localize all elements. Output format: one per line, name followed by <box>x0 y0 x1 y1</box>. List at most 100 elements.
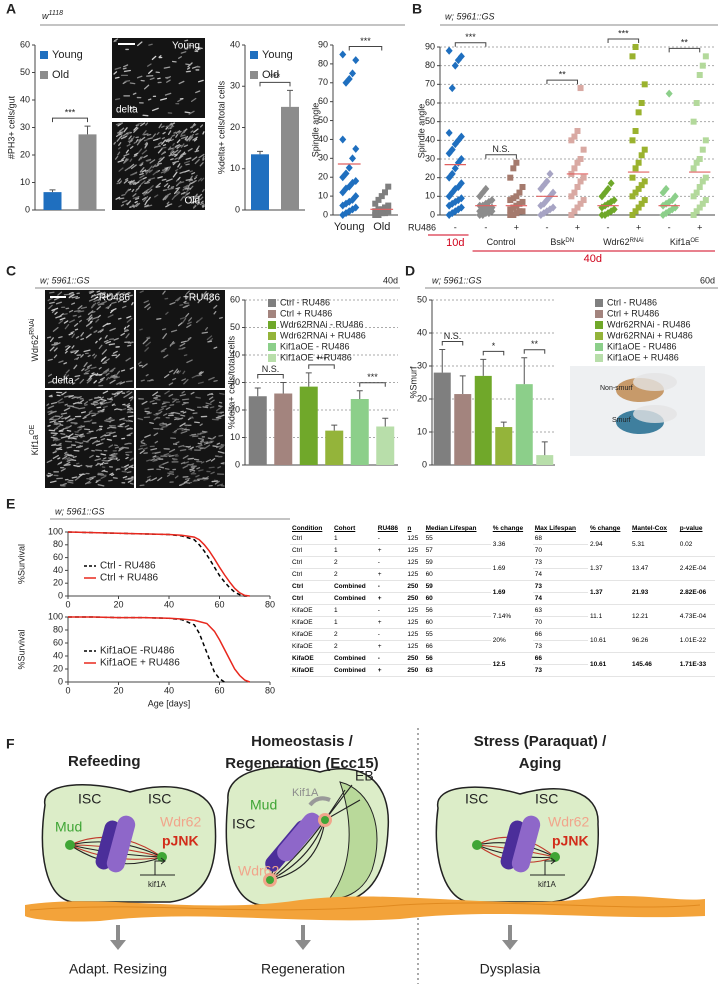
y-tick-label: 20 <box>318 172 328 182</box>
micrograph-speck <box>133 127 139 133</box>
point <box>574 128 581 134</box>
point <box>510 204 517 211</box>
error-bar <box>521 357 528 385</box>
micrograph-speck <box>185 296 189 300</box>
micrograph-speck <box>169 342 176 346</box>
micrograph-speck <box>174 168 179 172</box>
micrograph-speck <box>202 158 205 161</box>
point <box>638 200 645 207</box>
table-cell: 4.73E-04 <box>677 604 715 629</box>
micrograph-speck <box>67 481 74 484</box>
protein-label: Mud <box>55 819 82 835</box>
micrograph-speck <box>179 393 186 397</box>
micrograph-speck <box>218 445 224 450</box>
micrograph-speck <box>215 415 222 419</box>
micrograph-speck <box>112 350 118 354</box>
micrograph-speck <box>139 167 145 173</box>
micrograph-speck <box>165 311 169 315</box>
point <box>635 185 642 192</box>
micrograph-speck <box>74 441 82 444</box>
micrograph-speck <box>189 416 194 419</box>
table-cell: KifaOE <box>290 664 332 677</box>
micrograph-speck <box>172 160 180 164</box>
micrograph-speck <box>197 381 204 385</box>
point <box>451 61 459 70</box>
x-tick-label: - <box>607 222 610 232</box>
micrograph-speck <box>116 390 123 395</box>
table-row: Ctrl 2 +125 60 74 <box>290 568 715 581</box>
micrograph-speck <box>194 158 200 165</box>
micrograph-speck <box>118 447 125 452</box>
y-tick-label: 40 <box>20 94 30 104</box>
micrograph-speck <box>189 170 193 173</box>
micrograph-speck <box>51 307 59 312</box>
table-cell: 56 <box>423 652 491 665</box>
significance-label: * <box>492 341 496 351</box>
table-cell: 2.94 <box>588 533 631 557</box>
micrograph-speck <box>144 347 149 352</box>
micrograph-speck <box>195 396 201 399</box>
micrograph-speck <box>139 136 146 142</box>
micrograph-speck <box>106 377 110 381</box>
micrograph-speck <box>132 92 137 95</box>
table-cell: - <box>375 556 406 569</box>
y-tick-label: 50 <box>20 67 30 77</box>
micrograph-speck <box>178 204 182 208</box>
micrograph-speck <box>142 191 146 195</box>
error-bar <box>331 424 338 431</box>
micrograph-speck <box>146 459 151 462</box>
point <box>513 193 520 200</box>
micrograph-speck <box>120 369 126 372</box>
header-cell: Mantel-Cox <box>632 525 668 532</box>
micrograph-speck <box>49 346 55 352</box>
cell-label: ISC <box>535 791 558 807</box>
micrograph-speck <box>118 129 122 134</box>
table-cell: 1 <box>331 604 376 617</box>
group-label-sup: RNAi <box>630 238 644 244</box>
micrograph-speck <box>144 199 149 206</box>
table-cell: 66 <box>532 628 589 641</box>
bar <box>78 134 97 210</box>
micrograph-speck <box>110 457 117 460</box>
chart-title: w; 5961::GS <box>445 11 495 21</box>
micrograph-speck <box>90 436 97 440</box>
micrograph-speck <box>71 396 77 400</box>
micrograph-speck <box>180 191 186 195</box>
micrograph-speck <box>166 192 171 196</box>
micrograph-speck <box>147 196 151 201</box>
micrograph-speck <box>148 69 153 74</box>
micrograph-speck <box>75 336 80 339</box>
y-axis-label: Spindle angle <box>416 104 426 159</box>
point <box>610 196 618 205</box>
micrograph-speck <box>179 304 184 306</box>
point <box>457 203 465 212</box>
bar <box>281 106 299 210</box>
point <box>507 212 514 218</box>
y-tick-label: 10 <box>230 432 240 442</box>
micrograph-speck <box>127 294 133 298</box>
micrograph-speck <box>186 192 191 196</box>
micrograph-speck <box>185 163 190 166</box>
micrograph-speck <box>107 314 114 318</box>
micrograph-speck <box>128 396 134 399</box>
micrograph-speck <box>86 377 93 382</box>
point <box>543 177 551 186</box>
micrograph-speck <box>89 326 93 330</box>
micrograph-speck <box>183 160 191 164</box>
point <box>574 204 581 211</box>
micrograph-speck <box>126 317 133 323</box>
table-cell: Ctrl <box>290 592 332 605</box>
micrograph-speck <box>213 346 218 349</box>
micrograph-speck <box>63 320 69 324</box>
micrograph-speck <box>152 170 159 176</box>
y-tick-label: 0 <box>323 209 328 219</box>
micrograph-speck <box>129 482 134 485</box>
micrograph-speck <box>140 122 146 127</box>
panel-label: C <box>6 263 16 279</box>
micrograph-speck <box>96 301 101 304</box>
micrograph-speck <box>172 149 179 155</box>
table-cell: 60 <box>423 616 491 629</box>
micrograph-speck <box>121 470 127 473</box>
micrograph-speck <box>116 459 121 462</box>
micrograph-speck <box>153 432 159 437</box>
